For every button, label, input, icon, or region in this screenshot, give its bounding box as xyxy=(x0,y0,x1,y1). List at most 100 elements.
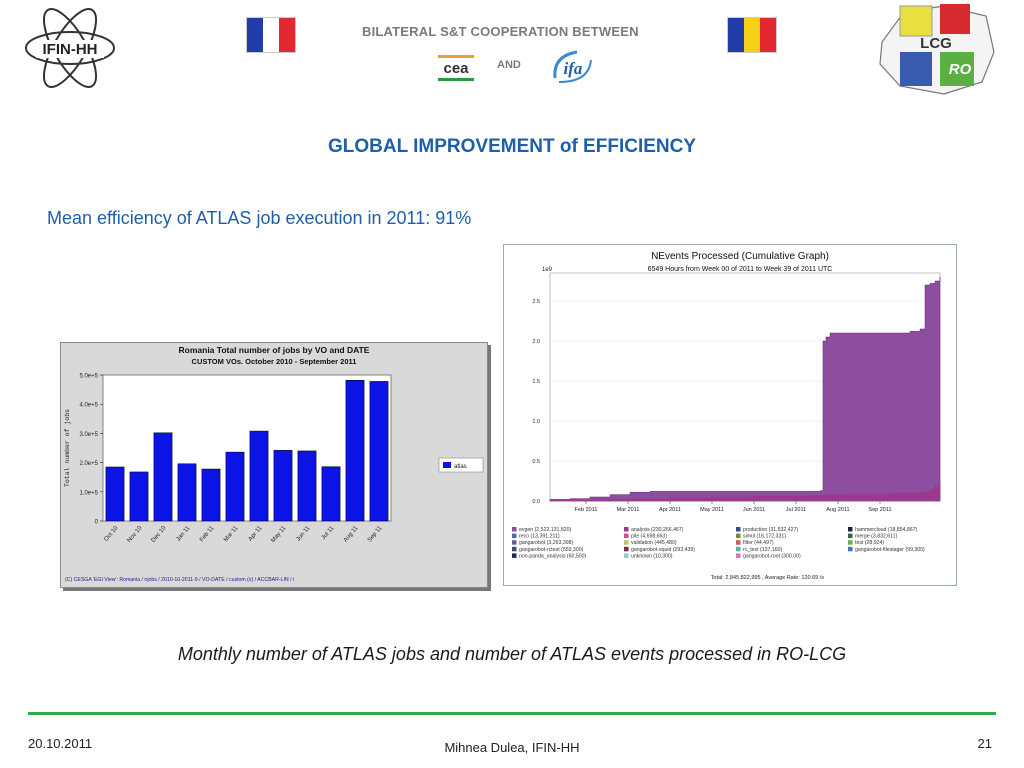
chart1-footer: (C) CESGA 'EGI View': Romania / njobs / … xyxy=(65,577,294,583)
jobs-bar-chart-svg: Romania Total number of jobs by VO and D… xyxy=(64,345,484,583)
chart1-ylabel: Total number of jobs xyxy=(64,409,71,487)
chart2-legend-swatch xyxy=(624,553,629,558)
chart2-xtick-label: Sep 2011 xyxy=(868,507,891,513)
chart2-ytick-label: 2.5 xyxy=(532,299,540,305)
chart2-legend-label: unknown (10,300) xyxy=(631,553,673,559)
chart2-ytick-label: 2.0 xyxy=(532,339,540,345)
chart1-bar xyxy=(225,451,245,522)
chart2-legend-label: gangarobot-filestager (99,300) xyxy=(855,547,925,553)
chart2-series-analysis xyxy=(549,482,941,502)
chart1-title: Romania Total number of jobs by VO and D… xyxy=(179,345,370,355)
chart2-ytick-label: 0.0 xyxy=(532,499,540,505)
chart2-total: Total: 2,845,822,995 , Average Rate: 120… xyxy=(711,575,825,581)
chart2-xtick-label: Mar 2011 xyxy=(617,507,640,513)
chart2-xtick-label: Feb 2011 xyxy=(575,507,598,513)
chart1-xtick-label: Dec 10 xyxy=(151,525,168,544)
chart2-legend-swatch xyxy=(848,546,853,552)
chart1-xtick-label: Apr 11 xyxy=(248,525,264,543)
chart2-subtitle: 6549 Hours from Week 00 of 2011 to Week … xyxy=(648,266,833,273)
chart2-series-evgen xyxy=(549,277,941,502)
chart1-bar xyxy=(345,380,365,522)
cea-logo-text: cea xyxy=(443,60,469,77)
chart1-bar xyxy=(201,468,221,522)
chart2-ytick-label: 1.0 xyxy=(532,419,540,425)
chart2-ytick-label: 1.5 xyxy=(532,379,540,385)
chart1-bar xyxy=(129,471,149,522)
chart2-legend-label: test (28,924) xyxy=(855,540,884,546)
chart2-legend-label: evgen (2,522,131,820) xyxy=(519,527,571,533)
chart1-xtick-label: Nov 10 xyxy=(127,525,144,544)
chart1-ytick-label: 0 xyxy=(95,520,99,526)
chart2-legend-swatch xyxy=(848,540,853,545)
chart1-bar xyxy=(153,432,173,522)
chart1-xtick-label: Oct 10 xyxy=(103,525,119,543)
chart1-bar xyxy=(105,466,125,522)
chart1-bar xyxy=(249,430,269,522)
chart2-legend-label: gangarobot-root (300.00) xyxy=(743,553,801,559)
page-number: 21 xyxy=(977,736,992,751)
chart2-legend-label: pile (4,698,663) xyxy=(631,534,667,540)
figure-caption: Monthly number of ATLAS jobs and number … xyxy=(177,644,847,664)
chart1-ytick-label: 1.0e+5 xyxy=(79,490,98,496)
chart2-legend-swatch xyxy=(512,553,517,558)
footer-date: 20.10.2011 xyxy=(28,736,93,751)
chart1-xtick-label: Aug 11 xyxy=(343,525,360,544)
chart2-legend-swatch xyxy=(736,546,741,552)
chart1-bar xyxy=(297,450,317,522)
chart1-bar xyxy=(369,381,389,522)
chart2-legend-label: hammercloud (18,854,867) xyxy=(855,527,918,533)
chart2-multiplier: 1e9 xyxy=(542,267,553,273)
chart2-legend-label: gangarobot-rctest (559,300) xyxy=(519,547,584,553)
ro-logo-text: RO xyxy=(949,61,972,78)
chart2-legend-swatch xyxy=(624,533,629,539)
ifin-hh-logo-text: IFIN-HH xyxy=(43,41,98,58)
chart1-xtick-label: Mar 11 xyxy=(223,525,240,543)
chart1-bar xyxy=(273,450,293,522)
chart2-legend-label: validation (445,480) xyxy=(631,540,677,546)
chart2-legend-swatch xyxy=(624,527,629,532)
chart2-xtick-label: Apr 2011 xyxy=(659,507,681,513)
chart1-bar xyxy=(177,463,197,522)
chart2-legend-label: filter (44,497) xyxy=(743,540,774,546)
ro-lcg-logo: LCG RO xyxy=(879,4,995,95)
chart2-legend-swatch xyxy=(736,540,741,545)
chart1-xtick-label: Jun 11 xyxy=(296,525,312,543)
chart1-ytick-label: 4.0e+5 xyxy=(79,403,98,409)
chart1-legend-label: atlas xyxy=(454,464,467,470)
ifin-hh-logo: IFIN-HH xyxy=(25,8,115,88)
chart1-xtick-label: Jul 11 xyxy=(321,525,336,541)
chart1-legend-box xyxy=(438,457,484,473)
page-title: GLOBAL IMPROVEMENT of EFFICIENCY xyxy=(327,136,697,157)
chart2-legend-swatch xyxy=(624,546,629,552)
chart2-legend-swatch xyxy=(848,527,853,532)
chart2-legend-label: analysis (230,266,467) xyxy=(631,527,684,533)
chart2-legend-swatch xyxy=(736,527,741,532)
chart1-ytick-label: 3.0e+5 xyxy=(79,432,98,438)
chart2-xtick-label: Aug 2011 xyxy=(826,507,849,513)
chart2-legend-label: non-panda_analysis (60,500) xyxy=(519,553,586,559)
header-title: BILATERAL S&T COOPERATION BETWEEN xyxy=(362,24,639,39)
chart2-legend-label: reco (13,391,211) xyxy=(519,534,560,540)
chart1-ytick-label: 2.0e+5 xyxy=(79,461,98,467)
footer-author: Mihnea Dulea, IFIN-HH xyxy=(444,740,580,755)
chart2-legend-swatch xyxy=(624,540,629,545)
chart2-ytick-label: 0.5 xyxy=(532,459,540,465)
nevents-area-chart: NEvents Processed (Cumulative Graph) 6549… xyxy=(503,244,957,586)
nevents-area-chart-svg: NEvents Processed (Cumulative Graph) 6549… xyxy=(512,251,941,581)
chart2-xtick-label: Jun 2011 xyxy=(743,507,765,513)
chart1-xtick-label: Feb 11 xyxy=(199,525,216,543)
chart2-legend-label: gangarobot (3,263,398) xyxy=(519,540,573,546)
chart1-plot-area xyxy=(102,374,392,522)
chart2-legend-swatch xyxy=(512,546,517,552)
chart2-legend-label: merge (3,832,611) xyxy=(855,534,898,540)
france-flag xyxy=(246,17,296,53)
chart2-legend-label: simul (16,172,331) xyxy=(743,534,786,540)
chart2-legend-label: gangarobot-squid (293,439) xyxy=(631,547,695,553)
chart2-legend-label: production (31,532,427) xyxy=(743,527,798,533)
chart1-legend-swatch xyxy=(443,462,451,468)
chart2-legend-swatch xyxy=(512,533,517,539)
chart1-xtick-label: Sep 11 xyxy=(367,525,384,544)
ifa-logo-text: ifa xyxy=(564,59,583,78)
chart2-legend-swatch xyxy=(512,527,517,532)
chart2-legend-swatch xyxy=(512,540,517,545)
